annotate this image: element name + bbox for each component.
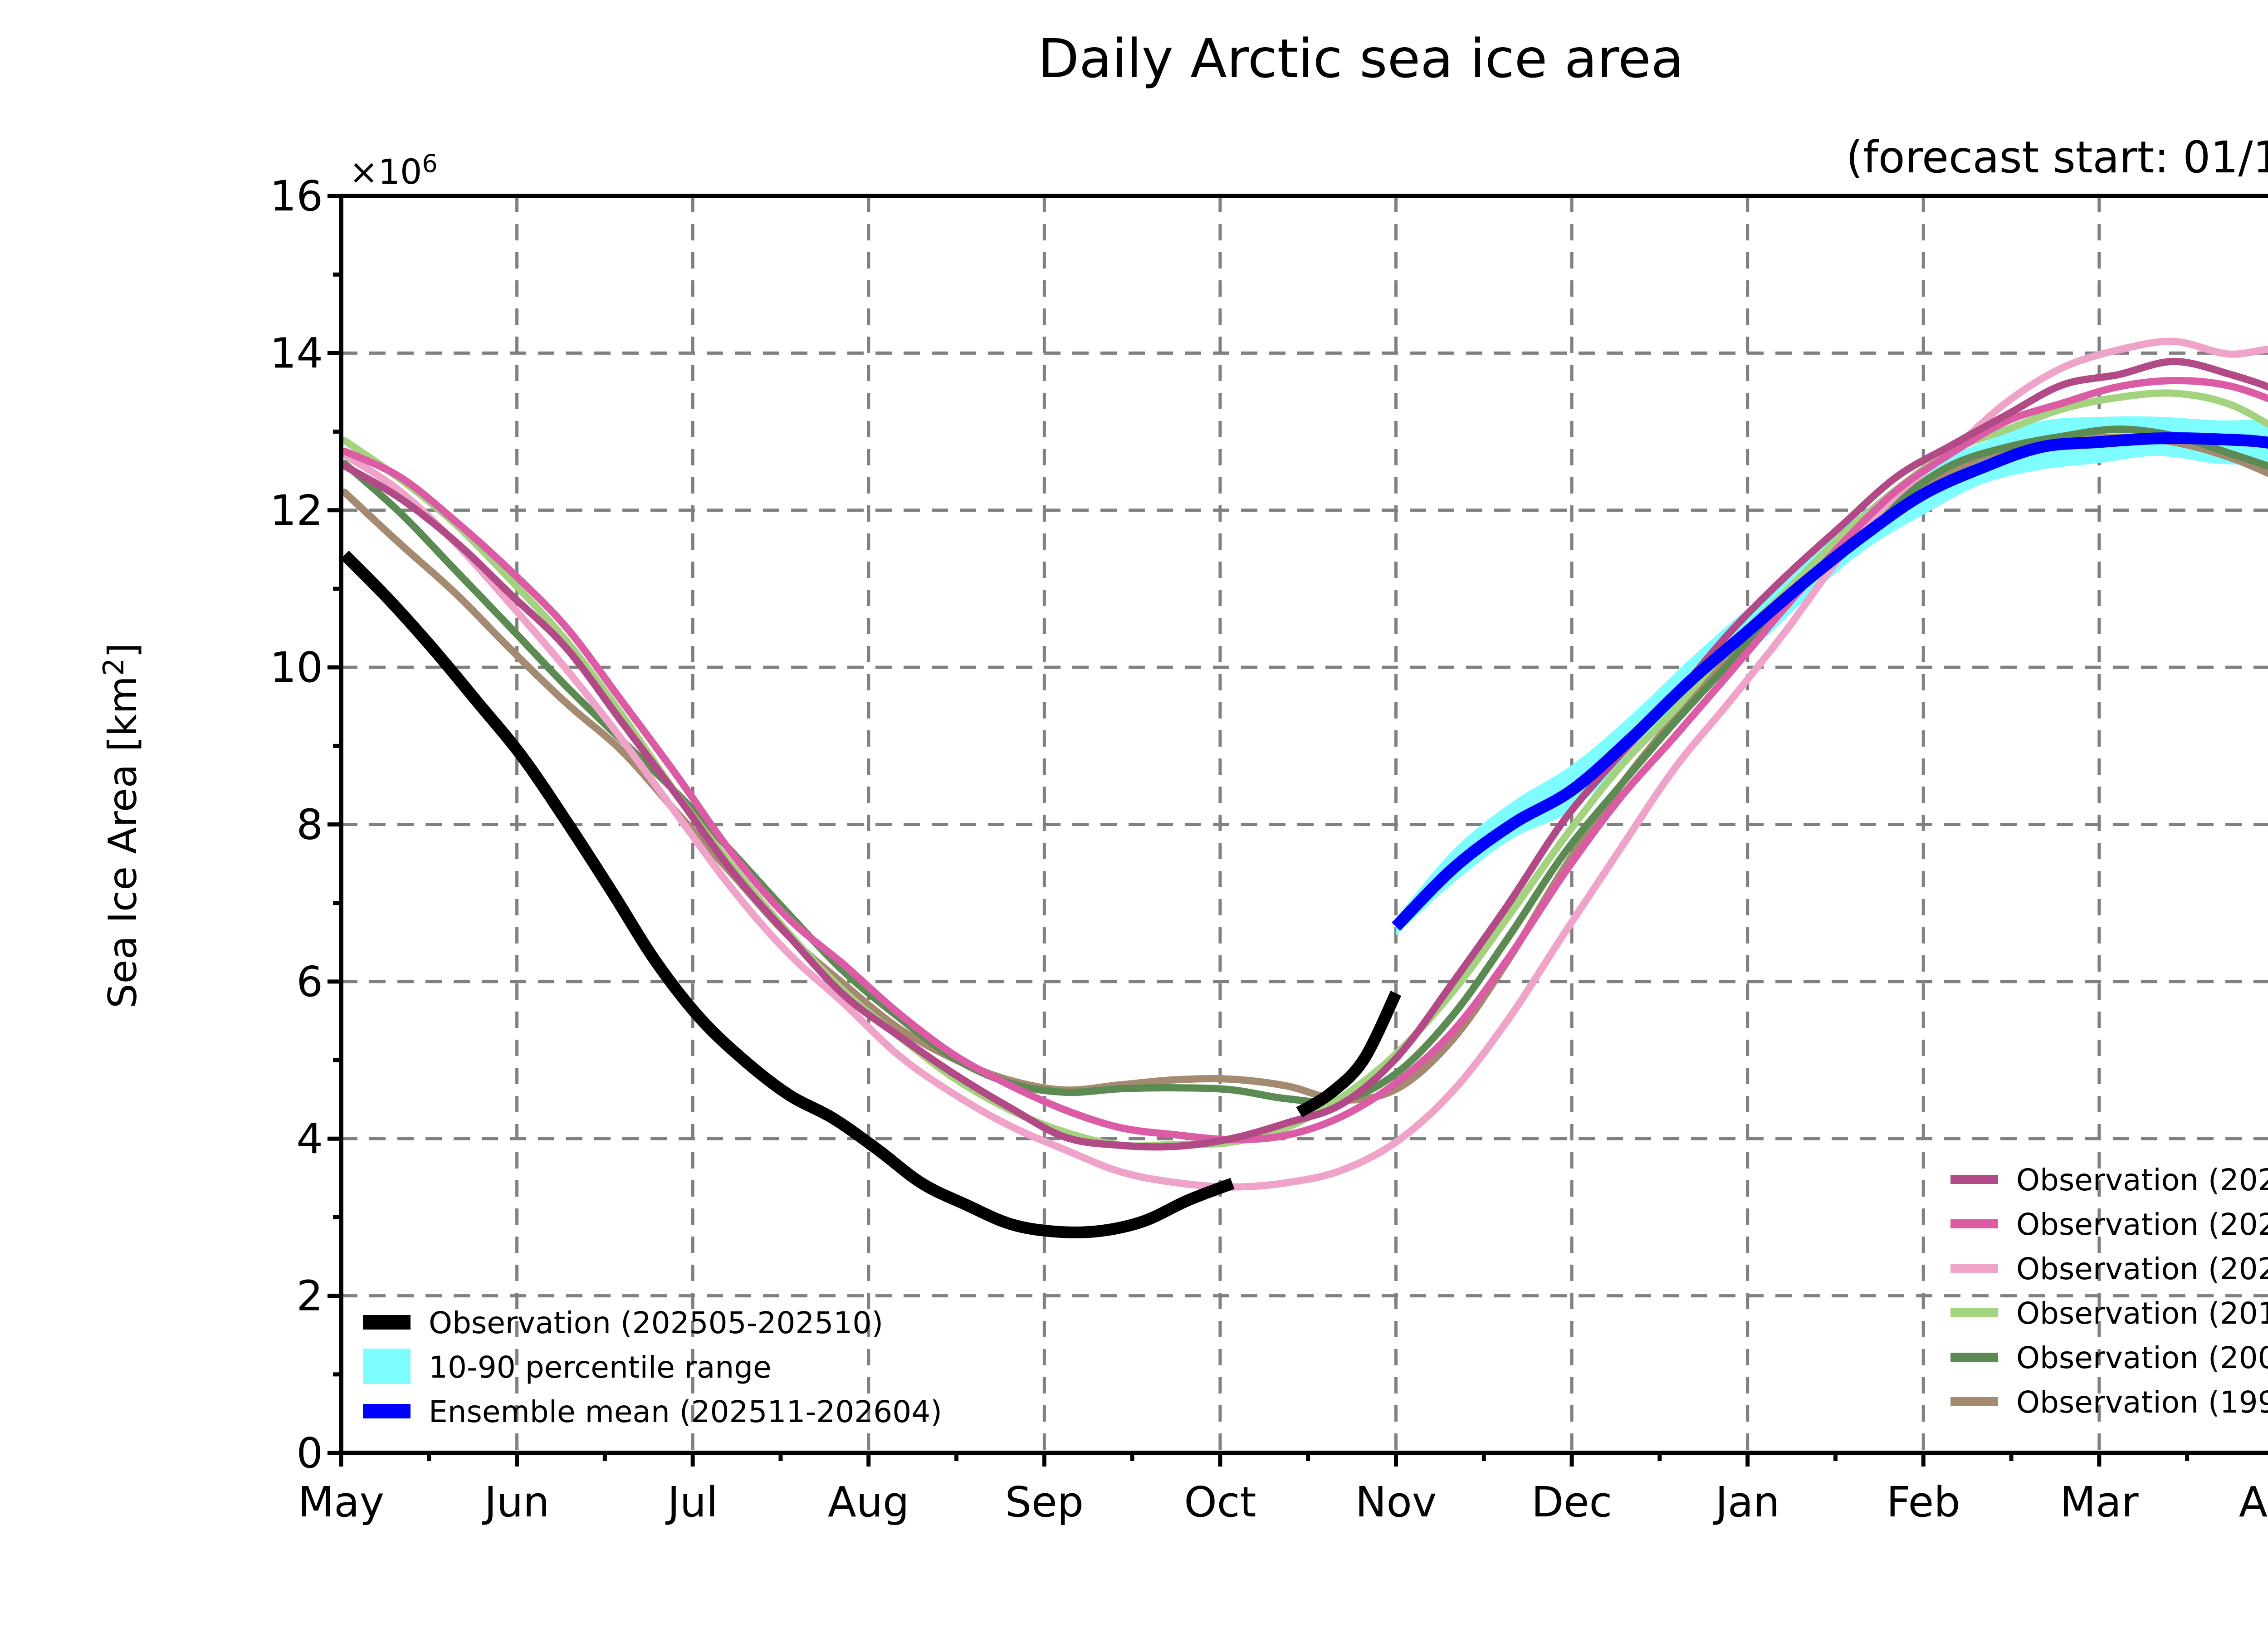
x-tick-label: Feb bbox=[1887, 1478, 1960, 1526]
gridlines bbox=[341, 196, 2268, 1453]
x-tick-label: Dec bbox=[1531, 1478, 1612, 1526]
y-axis-tick-labels: 0 2 4 6 8 10 12 14 16 bbox=[270, 172, 323, 1477]
legend-swatch-patch bbox=[363, 1349, 411, 1384]
legend-left-item[interactable]: 10-90 percentile range bbox=[363, 1349, 772, 1385]
y-tick-label: 16 bbox=[270, 172, 323, 220]
legend-label: Observation (2020-2021) bbox=[2016, 1252, 2268, 1286]
legend-right[interactable]: Observation (2024-2025) Observation (2022… bbox=[1950, 1163, 2268, 1420]
y-tick-label: 6 bbox=[296, 958, 323, 1006]
x-tick-label: Nov bbox=[1355, 1478, 1437, 1526]
axis-tick-marks bbox=[327, 194, 2190, 1467]
page-title: Daily Arctic sea ice area bbox=[1038, 27, 1684, 90]
legend-right-item[interactable]: Observation (2024-2025) bbox=[1950, 1163, 2268, 1198]
y-axis-label: Sea Ice Area [km2] bbox=[97, 643, 146, 1008]
series-observation-2020-2021 bbox=[341, 337, 2268, 1191]
y-tick-label: 8 bbox=[296, 801, 323, 849]
legend-right-item[interactable]: Observation (2005-2006) bbox=[1950, 1340, 2268, 1375]
legend-label: Observation (2024-2025) bbox=[2016, 1163, 2268, 1198]
series-observation-202505-202510 bbox=[341, 550, 1402, 1238]
legend-label: 10-90 percentile range bbox=[429, 1350, 772, 1385]
data-layer bbox=[341, 337, 2268, 1238]
y-tick-label: 2 bbox=[296, 1272, 323, 1320]
legend-label: Ensemble mean (202511-202604) bbox=[429, 1394, 942, 1429]
x-tick-label: Sep bbox=[1005, 1478, 1084, 1526]
x-axis-tick-labels: May Jun Jul Aug Sep Oct Nov Dec Jan Feb Mar Apr bbox=[298, 1478, 2268, 1526]
legend-right-item[interactable]: Observation (1995-1996) bbox=[1950, 1385, 2268, 1420]
y-exponent-label: ×106 bbox=[349, 149, 438, 192]
x-tick-label: Jul bbox=[665, 1478, 718, 1526]
legend-label: Observation (2005-2006) bbox=[2016, 1340, 2268, 1375]
legend-label: Observation (202505-202510) bbox=[429, 1305, 883, 1340]
y-tick-label: 14 bbox=[270, 329, 323, 377]
legend-left-item[interactable]: Observation (202505-202510) bbox=[363, 1305, 883, 1340]
svg-text:Sea Ice Area [km2]: Sea Ice Area [km2] bbox=[97, 643, 146, 1008]
x-tick-label: Oct bbox=[1184, 1478, 1256, 1526]
y-tick-label: 0 bbox=[296, 1429, 323, 1477]
legend-right-item[interactable]: Observation (2020-2021) bbox=[1950, 1252, 2268, 1286]
x-tick-label: May bbox=[298, 1478, 384, 1526]
x-tick-label: Mar bbox=[2060, 1478, 2139, 1526]
y-tick-label: 12 bbox=[270, 486, 323, 535]
x-tick-label: Jun bbox=[482, 1478, 550, 1526]
legend-left[interactable]: Observation (202505-202510) 10-90 percent… bbox=[363, 1305, 942, 1429]
series-observation-2024-2025 bbox=[341, 357, 2268, 1151]
legend-right-item[interactable]: Observation (2015-2016) bbox=[1950, 1296, 2268, 1331]
legend-right-item[interactable]: Observation (2022-2023) bbox=[1950, 1207, 2268, 1242]
series-observation-2022-2023 bbox=[341, 376, 2268, 1144]
y-tick-label: 4 bbox=[296, 1115, 323, 1163]
x-tick-label: Jan bbox=[1713, 1478, 1780, 1526]
series-ensemble-mean bbox=[1392, 432, 2268, 931]
legend-label: Observation (2022-2023) bbox=[2016, 1207, 2268, 1242]
x-tick-label: Apr bbox=[2239, 1478, 2268, 1526]
legend-label: Observation (1995-1996) bbox=[2016, 1385, 2268, 1420]
legend-left-item[interactable]: Ensemble mean (202511-202604) bbox=[363, 1394, 942, 1429]
legend-label: Observation (2015-2016) bbox=[2016, 1296, 2268, 1331]
x-tick-label: Aug bbox=[828, 1478, 909, 1526]
y-tick-label: 10 bbox=[270, 643, 323, 692]
forecast-start-annotation: (forecast start: 01/11/2025) bbox=[1846, 132, 2268, 183]
